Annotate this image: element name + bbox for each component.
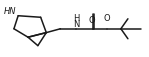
Text: O: O [89,16,95,25]
Text: HN: HN [4,7,17,16]
Text: H: H [73,14,79,22]
Text: O: O [104,14,110,22]
Text: N: N [73,20,79,28]
